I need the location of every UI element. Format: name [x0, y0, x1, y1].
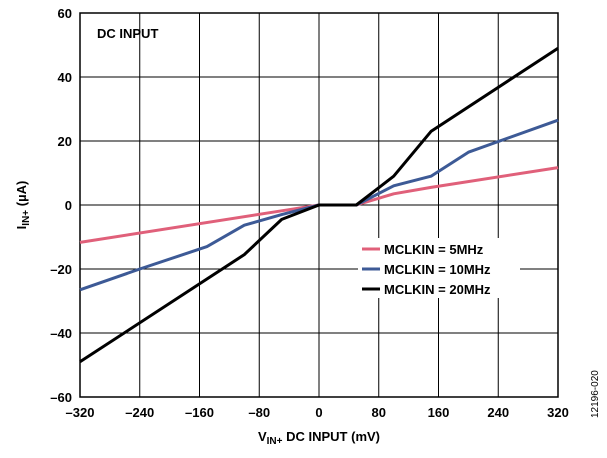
x-axis-label-sub: IN+ [267, 436, 283, 447]
y-tick-label: 20 [58, 134, 72, 149]
series-line-20mhz [79, 46, 559, 364]
x-tick-label: 240 [487, 405, 509, 420]
y-axis-label-rest: (µA) [14, 181, 29, 210]
x-tick-label: 0 [315, 405, 322, 420]
x-axis-label-main: V [258, 429, 267, 444]
y-axis-label: IIN+ (µA) [14, 181, 32, 230]
legend-label-20mhz: MCLKIN = 20MHz [384, 282, 491, 297]
x-tick-label: –240 [125, 405, 154, 420]
chart-annotation: DC INPUT [97, 26, 158, 41]
x-axis-label: VIN+ DC INPUT (mV) [258, 429, 380, 447]
y-tick-label: 0 [65, 198, 72, 213]
plot-frame [79, 12, 559, 398]
x-tick-label: –160 [185, 405, 214, 420]
y-tick-label: 60 [58, 6, 72, 21]
x-axis-label-rest: DC INPUT (mV) [283, 429, 381, 444]
y-axis-label-main: I [14, 226, 29, 230]
legend-label-10mhz: MCLKIN = 10MHz [384, 262, 491, 277]
x-tick-label: 80 [372, 405, 386, 420]
y-axis-label-sub: IN+ [21, 210, 32, 226]
y-tick-label: 40 [58, 70, 72, 85]
legend: MCLKIN = 5MHz MCLKIN = 10MHz MCLKIN = 20… [358, 238, 520, 298]
x-tick-label: –320 [66, 405, 95, 420]
series-lines [79, 46, 559, 364]
y-tick-labels: –60 –40 –20 0 20 40 60 [50, 6, 72, 405]
x-tick-label: 320 [547, 405, 569, 420]
x-tick-label: –80 [248, 405, 270, 420]
x-tick-labels: –320 –240 –160 –80 0 80 160 240 320 [66, 405, 569, 420]
y-tick-label: –40 [50, 326, 72, 341]
figure-id: 12196-020 [590, 370, 601, 418]
y-tick-label: –20 [50, 262, 72, 277]
y-tick-label: –60 [50, 390, 72, 405]
legend-label-5mhz: MCLKIN = 5MHz [384, 242, 484, 257]
x-tick-label: 160 [428, 405, 450, 420]
legend-background [358, 238, 520, 298]
